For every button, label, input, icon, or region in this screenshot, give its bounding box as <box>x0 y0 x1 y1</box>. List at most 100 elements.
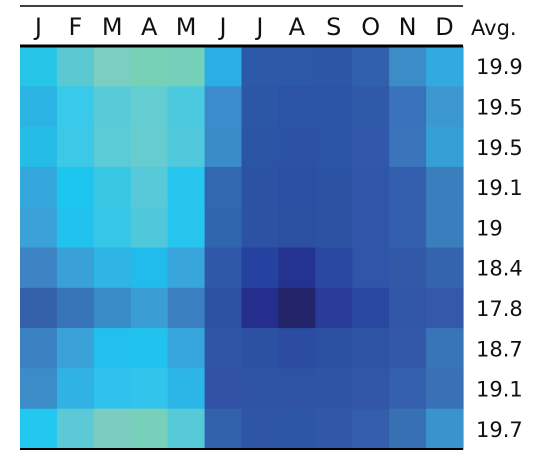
heatmap-cell-r6-c1 <box>20 247 58 289</box>
heatmap-cell-r5-c1 <box>20 207 58 249</box>
heatmap-cell-r10-c6 <box>204 408 243 450</box>
heatmap-cell-r9-c6 <box>204 368 243 410</box>
heatmap-cell-r9-c10 <box>352 368 390 410</box>
heatmap-cell-r9-c12 <box>426 368 464 410</box>
heatmap-cell-r3-c8 <box>278 126 316 168</box>
heatmap-cell-r8-c3 <box>93 328 132 369</box>
heatmap-cell-r6-c7 <box>241 247 280 289</box>
heatmap-cell-r1-c7 <box>241 46 280 87</box>
column-label-9: S <box>326 13 341 41</box>
heatmap-cell-r2-c4 <box>130 86 169 128</box>
avg-column-header: Avg. <box>471 16 517 40</box>
heatmap-cell-r5-c10 <box>352 207 390 249</box>
heatmap-cell-r2-c9 <box>315 86 353 128</box>
heatmap-cell-r2-c3 <box>93 86 132 128</box>
row-average-label-3: 19.5 <box>476 136 523 160</box>
heatmap-cell-r3-c2 <box>56 126 95 168</box>
heatmap-cell-r1-c9 <box>315 46 353 87</box>
heatmap-cell-r4-c12 <box>426 166 464 208</box>
row-average-label-2: 19.5 <box>476 95 523 119</box>
column-label-5: M <box>176 13 197 41</box>
heatmap-cell-r9-c9 <box>315 368 353 410</box>
row-average-labels: 19.9 19.5 19.5 19.1 19 18.4 17.8 18.7 19.1 19.7 <box>476 55 523 442</box>
heatmap-cell-r9-c8 <box>278 368 316 410</box>
heatmap-cell-r1-c11 <box>389 46 427 87</box>
heatmap-cell-r7-c4 <box>130 287 169 329</box>
heatmap-cell-r8-c7 <box>241 328 280 369</box>
heatmap-cell-r7-c3 <box>93 287 132 329</box>
heatmap-cell-r7-c2 <box>56 287 95 329</box>
heatmap-cell-r3-c6 <box>204 126 243 168</box>
heatmap-cell-r3-c12 <box>426 126 464 168</box>
heatmap-cell-r3-c10 <box>352 126 390 168</box>
heatmap-cell-r9-c7 <box>241 368 280 410</box>
heatmap-cell-r8-c11 <box>389 328 427 369</box>
heatmap-cell-r1-c2 <box>56 46 95 87</box>
row-average-label-9: 19.1 <box>476 378 523 402</box>
heatmap-cell-r8-c4 <box>130 328 169 369</box>
heatmap-cell-r3-c4 <box>130 126 169 168</box>
heatmap-cell-r2-c12 <box>426 86 464 128</box>
row-average-label-8: 18.7 <box>476 337 523 361</box>
heatmap-cell-r1-c1 <box>20 46 58 87</box>
heatmap-cell-r4-c8 <box>278 166 316 208</box>
column-label-11: N <box>399 13 417 41</box>
heatmap-cell-r9-c2 <box>56 368 95 410</box>
heatmap-cell-r4-c11 <box>389 166 427 208</box>
column-label-1: J <box>33 13 42 41</box>
column-label-2: F <box>68 13 82 41</box>
heatmap-cell-r8-c9 <box>315 328 353 369</box>
heatmap-cell-r10-c7 <box>241 408 280 450</box>
heatmap-cell-r4-c6 <box>204 166 243 208</box>
heatmap-cell-r6-c3 <box>93 247 132 289</box>
heatmap-cell-r6-c10 <box>352 247 390 289</box>
heatmap-cell-r10-c4 <box>130 408 169 450</box>
heatmap-cell-r2-c5 <box>167 86 206 128</box>
heatmap-cell-r10-c5 <box>167 408 206 450</box>
column-label-8: A <box>289 13 306 41</box>
heatmap-cell-r10-c12 <box>426 408 464 450</box>
heatmap-cell-r10-c3 <box>93 408 132 450</box>
heatmap-cell-r3-c5 <box>167 126 206 168</box>
heatmap-cell-r5-c9 <box>315 207 353 249</box>
heatmap-cell-r7-c11 <box>389 287 427 329</box>
heatmap-cell-r10-c9 <box>315 408 353 450</box>
heatmap-cell-r1-c4 <box>130 46 169 87</box>
heatmap-cell-r9-c5 <box>167 368 206 410</box>
row-average-label-1: 19.9 <box>476 55 523 79</box>
heatmap-cell-r3-c9 <box>315 126 353 168</box>
heatmap-cell-r6-c2 <box>56 247 95 289</box>
heatmap-cell-r6-c9 <box>315 247 353 289</box>
heatmap-cell-r10-c11 <box>389 408 427 450</box>
heatmap-cell-r5-c2 <box>56 207 95 249</box>
heatmap-cell-r2-c10 <box>352 86 390 128</box>
heatmap-cell-r5-c4 <box>130 207 169 249</box>
heatmap-cell-r7-c9 <box>315 287 353 329</box>
heatmap-cell-r8-c10 <box>352 328 390 369</box>
heatmap-cell-r9-c11 <box>389 368 427 410</box>
heatmap-cell-r6-c6 <box>204 247 243 289</box>
heatmap-cell-r1-c6 <box>204 46 243 87</box>
heatmap-cell-r4-c1 <box>20 166 58 208</box>
heatmap-cell-r8-c2 <box>56 328 95 369</box>
heatmap-cell-r5-c5 <box>167 207 206 249</box>
heatmap-cell-r6-c5 <box>167 247 206 289</box>
column-label-3: M <box>102 13 123 41</box>
heatmap-cell-r9-c4 <box>130 368 169 410</box>
column-label-4: A <box>141 13 158 41</box>
heatmap-cell-r7-c1 <box>20 287 58 329</box>
heatmap-cell-r4-c5 <box>167 166 206 208</box>
heatmap-cell-r7-c7 <box>241 287 280 329</box>
heatmap-cell-r8-c6 <box>204 328 243 369</box>
heatmap-cell-r2-c11 <box>389 86 427 128</box>
heatmap-cell-r9-c1 <box>20 368 58 410</box>
heatmap-cell-r1-c5 <box>167 46 206 87</box>
column-label-7: J <box>254 13 263 41</box>
heatmap-cell-r5-c11 <box>389 207 427 249</box>
heatmap-cell-r7-c12 <box>426 287 464 329</box>
heatmap-cell-r5-c7 <box>241 207 280 249</box>
heatmap-cell-r4-c4 <box>130 166 169 208</box>
row-average-label-6: 18.4 <box>476 257 523 281</box>
